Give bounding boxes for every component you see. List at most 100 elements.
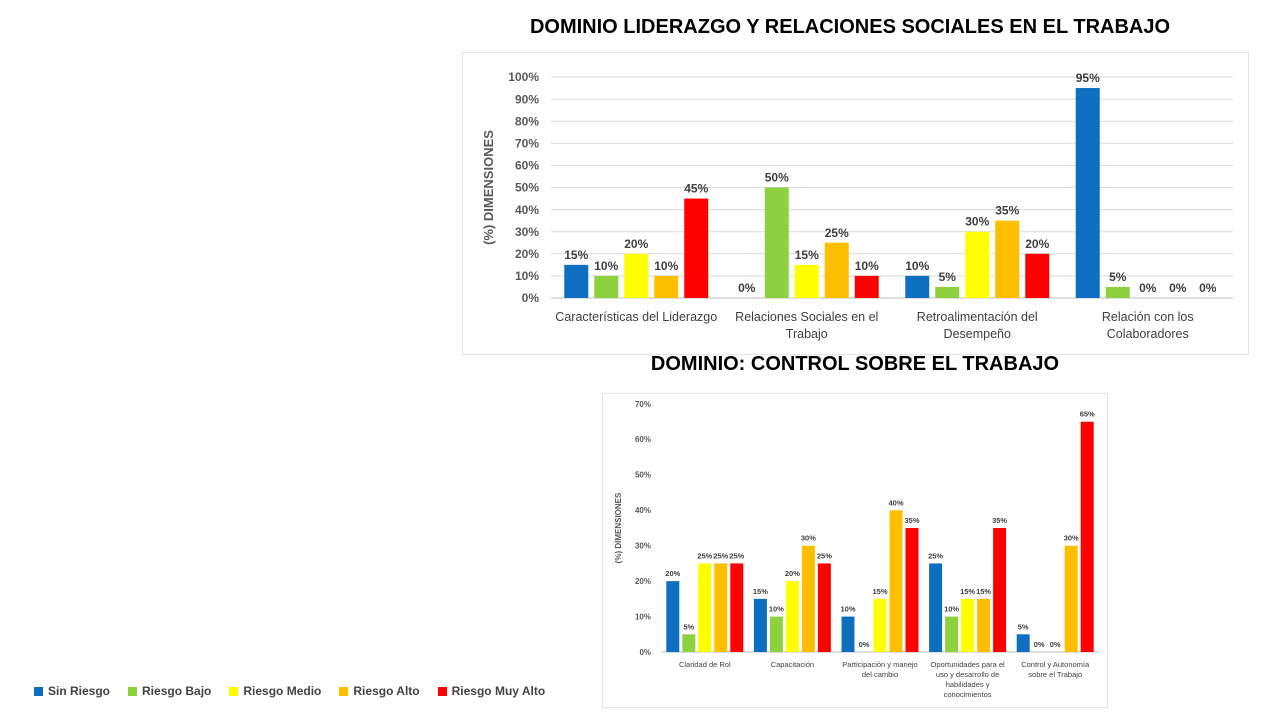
x-category-label: Colaboradores [1107, 327, 1189, 341]
data-label: 20% [1025, 237, 1049, 251]
y-tick-label: 60% [515, 159, 539, 173]
x-category-label: Participación y manejo [842, 660, 917, 669]
control-chart-svg: (%) DIMENSIONES 0% 10% 20% 30% 40% 50% 60% 70% 20… [614, 400, 1099, 699]
bar [965, 231, 990, 298]
chart-panel-control: (%) DIMENSIONES 0% 10% 20% 30% 40% 50% 60% 70% 20… [602, 393, 1108, 708]
data-label: 5% [1018, 622, 1029, 631]
legend-item: Riesgo Bajo [128, 684, 211, 698]
bar [594, 275, 619, 298]
data-label: 30% [801, 534, 816, 543]
bar [698, 563, 712, 652]
x-category-label: Características del Liderazgo [555, 310, 717, 324]
bar [682, 634, 696, 652]
legend-swatch [128, 686, 138, 696]
x-category-label: Desempeño [944, 327, 1011, 341]
bar [769, 616, 783, 652]
bar [1080, 421, 1094, 652]
bar [730, 563, 744, 652]
data-label: 40% [888, 498, 903, 507]
bar [961, 598, 975, 652]
bar [564, 264, 589, 298]
bar [1105, 286, 1130, 298]
x-category-label: Relaciones Sociales en el [735, 310, 878, 324]
y-tick-label: 0% [522, 291, 540, 305]
data-label: 30% [1064, 534, 1079, 543]
y-tick-label: 50% [515, 181, 539, 195]
data-label: 10% [594, 259, 618, 273]
bar [935, 286, 960, 298]
y-tick-label: 70% [635, 400, 651, 409]
legend-item: Sin Riesgo [34, 684, 110, 698]
x-category-label: Oportunidades para el [930, 660, 1005, 669]
bar [764, 187, 789, 298]
y-tick-label: 20% [515, 247, 539, 261]
data-label: 15% [976, 587, 991, 596]
bar [753, 598, 767, 652]
y-tick-label: 10% [635, 612, 651, 621]
data-label: 0% [1050, 640, 1061, 649]
data-label: 15% [960, 587, 975, 596]
data-label: 5% [683, 622, 694, 631]
data-label: 25% [697, 551, 712, 560]
data-label: 25% [713, 551, 728, 560]
x-category-label: Claridad de Rol [679, 660, 731, 669]
data-label: 0% [859, 640, 870, 649]
x-category-label: uso y desarrollo de [936, 670, 999, 679]
y-tick-label: 30% [635, 542, 651, 551]
bar [945, 616, 959, 652]
legend-label: Sin Riesgo [48, 684, 111, 698]
x-category-label: Retroalimentación del [917, 310, 1038, 324]
bar [873, 598, 887, 652]
data-label: 15% [872, 587, 887, 596]
legend-swatch [437, 686, 447, 696]
y-axis-label: (%) DIMENSIONES [614, 492, 623, 563]
data-label: 20% [665, 569, 680, 578]
x-category-label: Capacitación [771, 660, 814, 669]
data-label: 10% [654, 259, 678, 273]
legend-label: Riesgo Muy Alto [451, 684, 546, 698]
y-tick-label: 30% [515, 225, 539, 239]
data-label: 0% [1139, 281, 1157, 295]
chart-title-leadership: DOMINIO LIDERAZGO Y RELACIONES SOCIALES … [529, 16, 1171, 38]
data-label: 25% [729, 551, 744, 560]
data-label: 10% [855, 259, 879, 273]
y-tick-label: 0% [639, 648, 651, 657]
bar [817, 563, 831, 652]
bar [801, 545, 815, 652]
y-tick-label: 70% [515, 137, 539, 151]
legend-label: Riesgo Bajo [142, 684, 212, 698]
y-tick-label: 40% [515, 203, 539, 217]
x-category-label: Relación con los [1102, 310, 1194, 324]
x-category-label: sobre el Trabajo [1028, 670, 1082, 679]
bar [684, 198, 709, 298]
y-axis-label: (%) DIMENSIONES [481, 130, 496, 245]
y-tick-label: 40% [635, 506, 651, 515]
bar [654, 275, 679, 298]
data-label: 0% [1034, 640, 1045, 649]
bar [854, 275, 879, 298]
data-label: 95% [1076, 71, 1100, 85]
legend-item: Riesgo Muy Alto [437, 684, 546, 698]
x-category-label: Trabajo [786, 327, 828, 341]
legend-swatch [339, 686, 349, 696]
data-label: 35% [995, 204, 1019, 218]
y-tick-label: 60% [635, 435, 651, 444]
y-tick-label: 10% [515, 269, 539, 283]
bar [995, 220, 1020, 298]
bar [1064, 545, 1078, 652]
bar [905, 528, 919, 652]
data-label: 10% [769, 605, 784, 614]
legend: Sin Riesgo Riesgo Bajo Riesgo Medio Riesgo … [34, 684, 545, 698]
data-label: 0% [1169, 281, 1187, 295]
data-label: 15% [753, 587, 768, 596]
data-label: 0% [738, 281, 756, 295]
data-label: 20% [785, 569, 800, 578]
data-label: 35% [904, 516, 919, 525]
y-tick-label: 90% [515, 92, 539, 106]
data-label: 30% [965, 215, 989, 229]
bar [714, 563, 728, 652]
x-category-label: conocimientos [944, 690, 992, 699]
data-label: 25% [928, 551, 943, 560]
data-label: 50% [765, 171, 789, 185]
data-label: 15% [564, 248, 588, 262]
